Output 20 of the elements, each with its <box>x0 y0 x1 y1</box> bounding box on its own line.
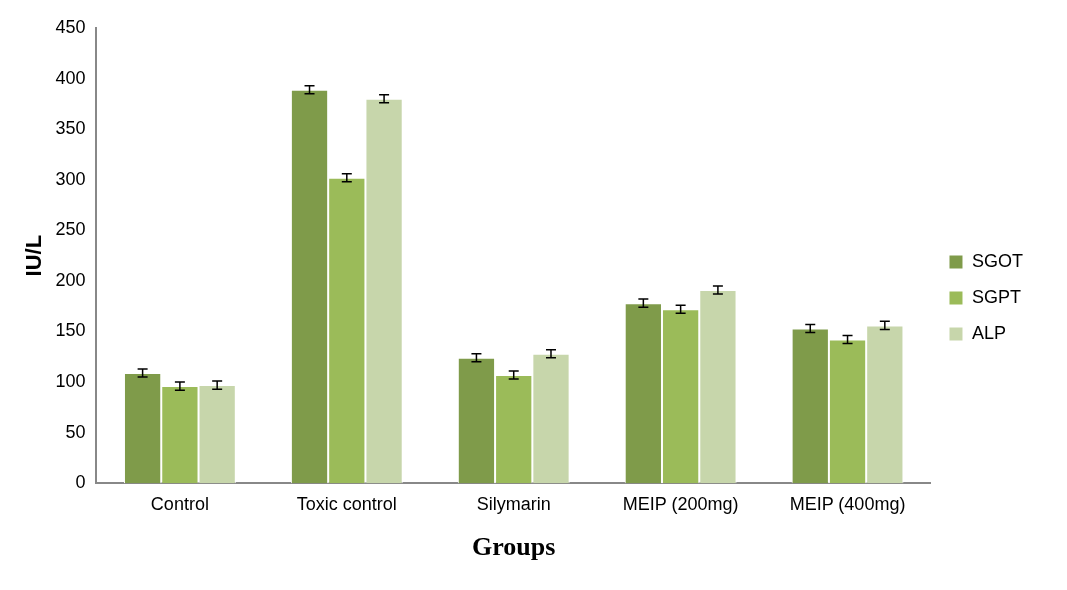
y-tick-label: 50 <box>65 421 86 442</box>
y-tick-label: 150 <box>55 320 86 341</box>
x-tick-label: MEIP (200mg) <box>622 493 739 514</box>
y-tick-label: 350 <box>55 118 86 139</box>
x-axis-title: Groups <box>472 532 556 562</box>
y-tick-label: 0 <box>75 472 86 493</box>
y-tick-label: 400 <box>55 67 86 88</box>
legend-label: SGPT <box>972 286 1022 307</box>
x-tick-label: Toxic control <box>296 493 397 514</box>
y-tick-label: 100 <box>55 371 86 392</box>
y-axis-title: IU/L <box>21 234 47 277</box>
y-tick-label: 300 <box>55 168 86 189</box>
x-tick-label: MEIP (400mg) <box>789 493 906 514</box>
x-tick-label: Control <box>150 493 209 514</box>
legend-label: ALP <box>972 322 1007 343</box>
y-tick-label: 450 <box>55 16 86 37</box>
y-tick-label: 250 <box>55 219 86 240</box>
legend-label: SGOT <box>972 250 1024 271</box>
x-tick-label: Silymarin <box>476 493 551 514</box>
y-tick-label: 200 <box>55 269 86 290</box>
